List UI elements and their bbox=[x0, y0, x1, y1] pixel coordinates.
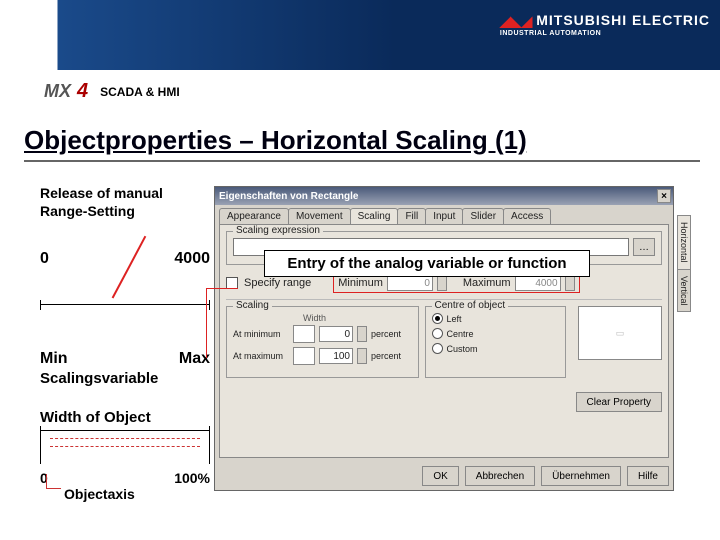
scale-min-value: 0 bbox=[40, 250, 49, 268]
orientation-vtabs: Horizontal Vertical bbox=[677, 215, 691, 311]
tab-scaling[interactable]: Scaling bbox=[350, 208, 399, 224]
minimum-spinner[interactable] bbox=[437, 275, 447, 291]
min-label: Min bbox=[40, 350, 68, 368]
minimum-label: Minimum bbox=[338, 277, 383, 289]
percent-label-2: percent bbox=[371, 351, 401, 361]
expression-browse-button[interactable]: … bbox=[633, 238, 655, 256]
specify-range-label: Specify range bbox=[244, 277, 311, 289]
scale-max-value: 4000 bbox=[174, 250, 210, 268]
tab-fill[interactable]: Fill bbox=[397, 208, 426, 224]
apply-button[interactable]: Übernehmen bbox=[541, 466, 621, 486]
at-min-pct-field[interactable]: 0 bbox=[319, 326, 353, 342]
scalingsvariable-label: Scalingsvariable bbox=[40, 370, 210, 387]
entry-callout: Entry of the analog variable or function bbox=[264, 250, 590, 277]
centre-group-label: Centre of object bbox=[432, 300, 509, 311]
centre-centre-radio[interactable] bbox=[432, 328, 443, 339]
percent-label: percent bbox=[371, 329, 401, 339]
centre-preview: ▭ bbox=[578, 306, 662, 360]
width-header: Width bbox=[303, 313, 412, 323]
slide-title-row: Objectproperties – Horizontal Scaling (1… bbox=[24, 125, 700, 162]
help-button[interactable]: Hilfe bbox=[627, 466, 669, 486]
product-number: 4 bbox=[77, 80, 88, 103]
left-annotations: Release of manual Range-Setting 0 4000 M… bbox=[40, 185, 210, 502]
maximum-spinner[interactable] bbox=[565, 275, 575, 291]
centre-custom-label: Custom bbox=[447, 344, 478, 354]
at-max-pct-field[interactable]: 100 bbox=[319, 348, 353, 364]
brand-banner: ◢◣◢MITSUBISHI ELECTRIC INDUSTRIAL AUTOMA… bbox=[0, 0, 720, 70]
object-width-diagram bbox=[40, 430, 210, 466]
dialog-tabs: Appearance Movement Scaling Fill Input S… bbox=[215, 205, 673, 224]
scaling-grid: Scaling Width At minimum 0 percent At ma… bbox=[226, 306, 662, 384]
product-logo: MX 4 SCADA & HMI bbox=[44, 80, 180, 103]
properties-dialog: Eigenschaften von Rectangle × Appearance… bbox=[214, 186, 674, 491]
centre-centre-label: Centre bbox=[447, 329, 474, 339]
ok-button[interactable]: OK bbox=[422, 466, 458, 486]
dialog-titlebar: Eigenschaften von Rectangle × bbox=[215, 187, 673, 205]
scale-axis bbox=[40, 304, 210, 324]
centre-left-radio[interactable] bbox=[432, 313, 443, 324]
brand-triangles-icon: ◢◣◢ bbox=[500, 13, 532, 30]
release-label: Release of manual Range-Setting bbox=[40, 185, 210, 220]
centre-group: Centre of object Left Centre Custom bbox=[425, 306, 567, 378]
tab-input[interactable]: Input bbox=[425, 208, 463, 224]
maximum-field[interactable]: 4000 bbox=[515, 275, 561, 291]
dialog-title: Eigenschaften von Rectangle bbox=[219, 191, 358, 202]
product-subtitle: SCADA & HMI bbox=[100, 85, 180, 99]
callout-connector-icon bbox=[206, 288, 238, 358]
close-button[interactable]: × bbox=[657, 189, 671, 203]
maximum-label: Maximum bbox=[463, 277, 511, 289]
clear-property-button[interactable]: Clear Property bbox=[576, 392, 662, 412]
width-of-object-label: Width of Object bbox=[40, 409, 210, 426]
at-min-preview-icon bbox=[293, 325, 315, 343]
tab-movement[interactable]: Movement bbox=[288, 208, 351, 224]
cancel-button[interactable]: Abbrechen bbox=[465, 466, 535, 486]
tab-access[interactable]: Access bbox=[503, 208, 551, 224]
minimum-field[interactable]: 0 bbox=[387, 275, 433, 291]
pct-max: 100% bbox=[174, 470, 210, 486]
centre-custom-radio[interactable] bbox=[432, 343, 443, 354]
centre-left-label: Left bbox=[447, 314, 462, 324]
tab-slider[interactable]: Slider bbox=[462, 208, 504, 224]
dialog-button-row: OK Abbrechen Übernehmen Hilfe bbox=[215, 462, 673, 490]
at-min-spinner[interactable] bbox=[357, 326, 367, 342]
objectaxis-label: Objectaxis bbox=[64, 486, 210, 502]
tab-appearance[interactable]: Appearance bbox=[219, 208, 289, 224]
preview-column: ▭ bbox=[572, 306, 662, 384]
at-max-label: At maximum bbox=[233, 351, 289, 361]
vtab-vertical[interactable]: Vertical bbox=[677, 269, 691, 313]
brand-name: MITSUBISHI ELECTRIC bbox=[536, 12, 710, 28]
scaling-group-label: Scaling bbox=[233, 300, 272, 311]
at-max-preview-icon bbox=[293, 347, 315, 365]
brand-logo: ◢◣◢MITSUBISHI ELECTRIC INDUSTRIAL AUTOMA… bbox=[500, 12, 710, 37]
slide-title: Objectproperties – Horizontal Scaling (1… bbox=[24, 125, 700, 156]
at-max-spinner[interactable] bbox=[357, 348, 367, 364]
product-prefix: MX bbox=[44, 81, 71, 102]
at-min-label: At minimum bbox=[233, 329, 289, 339]
brand-subtitle: INDUSTRIAL AUTOMATION bbox=[500, 30, 710, 37]
expression-group-label: Scaling expression bbox=[233, 225, 323, 236]
vtab-horizontal[interactable]: Horizontal bbox=[677, 215, 691, 270]
scaling-group: Scaling Width At minimum 0 percent At ma… bbox=[226, 306, 419, 378]
